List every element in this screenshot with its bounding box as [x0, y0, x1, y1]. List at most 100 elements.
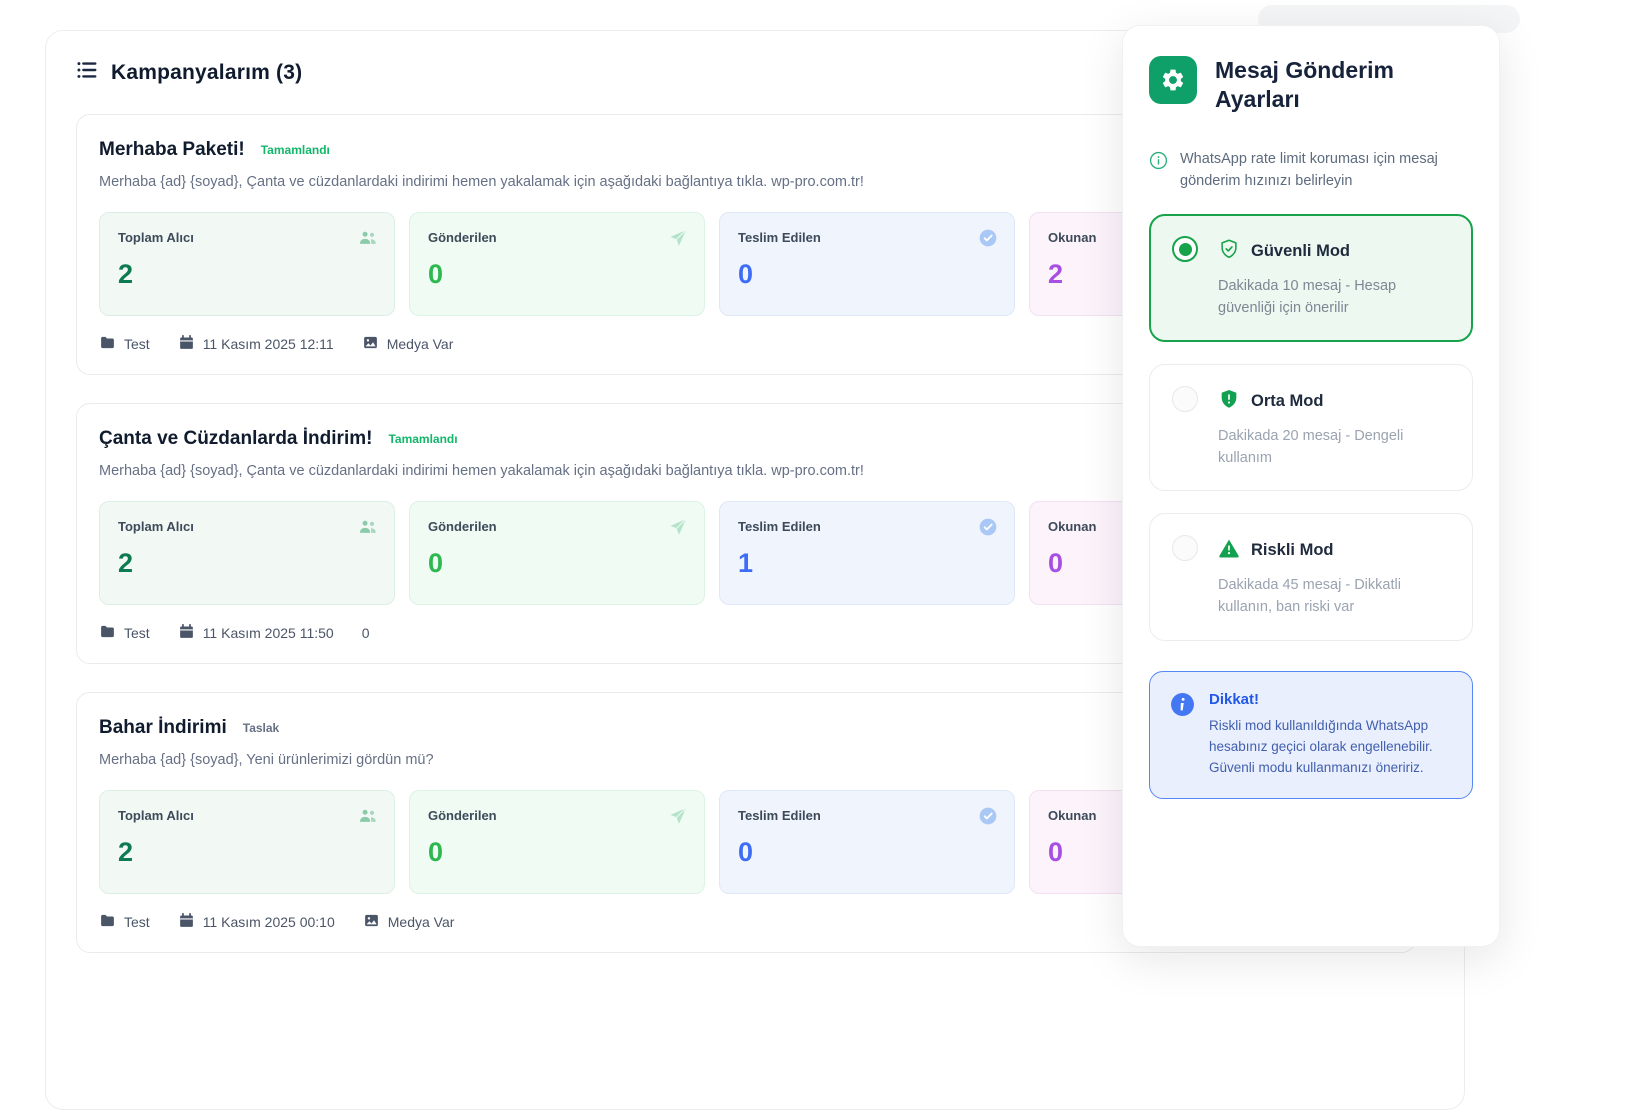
radio-guvenli[interactable] — [1172, 236, 1198, 263]
shield-exclamation-icon — [1218, 388, 1240, 415]
mode-description: Dakikada 20 mesaj - Dengeli kullanım — [1218, 427, 1404, 466]
panel-header: Mesaj Gönderim Ayarları — [1149, 56, 1473, 115]
send-icon — [668, 517, 688, 542]
folder-item: Test — [99, 623, 150, 643]
stat-label: Gönderilen — [428, 808, 497, 823]
stat-label: Teslim Edilen — [738, 519, 821, 534]
stat-sent: Gönderilen 0 — [409, 501, 705, 605]
radio-riskli[interactable] — [1172, 535, 1198, 562]
radio-orta[interactable] — [1172, 385, 1198, 412]
stat-value: 2 — [1048, 259, 1064, 289]
stat-total-recipients: Toplam Alıcı 2 — [99, 790, 395, 894]
campaign-footer: Test 11 Kasım 2025 00:10 Medya Var — [99, 912, 1393, 932]
panel-subtitle: WhatsApp rate limit koruması için mesaj … — [1180, 150, 1438, 189]
stat-value: 0 — [1048, 837, 1064, 867]
mode-name: Güvenli Mod — [1251, 242, 1350, 261]
folder-item: Test — [99, 912, 150, 932]
mode-name: Orta Mod — [1251, 391, 1324, 410]
date-item: 11 Kasım 2025 11:50 — [178, 623, 334, 643]
users-icon — [358, 806, 378, 831]
stat-value: 0 — [428, 548, 444, 578]
folder-icon — [99, 912, 116, 932]
campaign-footer: Test 11 Kasım 2025 12:11 Medya Var — [99, 334, 1393, 354]
mode-name: Riskli Mod — [1251, 541, 1334, 560]
alert-body: Riskli mod kullanıldığında WhatsApp hesa… — [1209, 717, 1433, 775]
stat-label: Teslim Edilen — [738, 230, 821, 245]
mode-description: Dakikada 45 mesaj - Dikkatli kullanın, b… — [1218, 577, 1401, 616]
stat-value: 0 — [738, 259, 754, 289]
stat-total-recipients: Toplam Alıcı 2 — [99, 501, 395, 605]
stat-sent: Gönderilen 0 — [409, 790, 705, 894]
campaign-description: Merhaba {ad} {soyad}, Çanta ve cüzdanlar… — [99, 174, 864, 190]
campaign-stats: Toplam Alıcı 2 Gönderilen 0 Teslim Edile… — [99, 790, 1393, 894]
status-badge: Tamamlandı — [260, 143, 330, 157]
extra-label: 0 — [361, 625, 370, 641]
mode-option-guvenli[interactable]: Güvenli Mod Dakikada 10 mesaj - Hesap gü… — [1149, 214, 1473, 342]
media-label: Medya Var — [387, 914, 455, 930]
date-item: 11 Kasım 2025 12:11 — [178, 334, 334, 354]
gear-icon — [1149, 56, 1197, 104]
campaign-description: Merhaba {ad} {soyad}, Çanta ve cüzdanlar… — [99, 463, 864, 479]
image-icon — [363, 912, 380, 932]
check-circle-icon — [978, 228, 998, 253]
stat-delivered: Teslim Edilen 0 — [719, 212, 1015, 316]
mode-option-riskli[interactable]: Riskli Mod Dakikada 45 mesaj - Dikkatli … — [1149, 513, 1473, 641]
date-label: 11 Kasım 2025 00:10 — [202, 914, 335, 930]
stat-label: Okunan — [1048, 519, 1097, 534]
campaign-description: Merhaba {ad} {soyad}, Yeni ürünlerimizi … — [99, 752, 434, 768]
calendar-icon — [178, 334, 195, 354]
info-outline-icon — [1149, 151, 1168, 193]
date-item: 11 Kasım 2025 00:10 — [178, 912, 335, 932]
stat-label: Teslim Edilen — [738, 808, 821, 823]
folder-label: Test — [124, 336, 150, 352]
media-item: Medya Var — [362, 334, 454, 354]
folder-item: Test — [99, 334, 150, 354]
send-icon — [668, 806, 688, 831]
stat-delivered: Teslim Edilen 0 — [719, 790, 1015, 894]
users-icon — [358, 517, 378, 542]
media-label: Medya Var — [386, 336, 454, 352]
mode-option-orta[interactable]: Orta Mod Dakikada 20 mesaj - Dengeli kul… — [1149, 363, 1473, 492]
panel-subtitle-row: WhatsApp rate limit koruması için mesaj … — [1149, 149, 1473, 193]
stat-label: Toplam Alıcı — [118, 230, 194, 245]
stat-value: 0 — [738, 837, 754, 867]
folder-icon — [99, 334, 116, 354]
image-icon — [362, 334, 379, 354]
stat-value: 0 — [428, 837, 444, 867]
stat-label: Gönderilen — [428, 519, 497, 534]
alert-title: Dikkat! — [1209, 690, 1260, 708]
campaign-title: Çanta ve Cüzdanlarda İndirim! — [99, 428, 373, 449]
campaigns-header: Kampanyalarım (3) — [76, 59, 1434, 86]
date-label: 11 Kasım 2025 12:11 — [202, 336, 334, 352]
campaign-footer: Test 11 Kasım 2025 11:50 0 — [99, 623, 1393, 643]
date-label: 11 Kasım 2025 11:50 — [202, 625, 334, 641]
stat-label: Okunan — [1048, 230, 1097, 245]
campaign-title: Merhaba Paketi! — [99, 139, 245, 160]
stat-sent: Gönderilen 0 — [409, 212, 705, 316]
shield-check-icon — [1218, 238, 1240, 265]
warning-triangle-icon — [1218, 537, 1240, 564]
check-circle-icon — [978, 517, 998, 542]
page-title: Kampanyalarım (3) — [111, 60, 303, 84]
stat-delivered: Teslim Edilen 1 — [719, 501, 1015, 605]
extra-item: 0 — [362, 625, 370, 641]
info-filled-icon — [1170, 692, 1195, 779]
campaign-title: Bahar İndirimi — [99, 717, 227, 738]
stat-label: Gönderilen — [428, 230, 497, 245]
stat-label: Toplam Alıcı — [118, 519, 194, 534]
check-circle-icon — [978, 806, 998, 831]
panel-title: Mesaj Gönderim Ayarları — [1215, 57, 1394, 113]
message-send-settings-panel: Mesaj Gönderim Ayarları WhatsApp rate li… — [1122, 25, 1500, 947]
stat-label: Toplam Alıcı — [118, 808, 194, 823]
stat-label: Okunan — [1048, 808, 1097, 823]
folder-label: Test — [124, 914, 150, 930]
media-item: Medya Var — [363, 912, 455, 932]
status-badge: Taslak — [242, 721, 280, 735]
users-icon — [358, 228, 378, 253]
stat-value: 2 — [118, 837, 134, 867]
send-icon — [668, 228, 688, 253]
stat-value: 2 — [118, 259, 134, 289]
stat-value: 0 — [428, 259, 444, 289]
list-icon — [76, 59, 98, 86]
stat-value: 2 — [118, 548, 134, 578]
